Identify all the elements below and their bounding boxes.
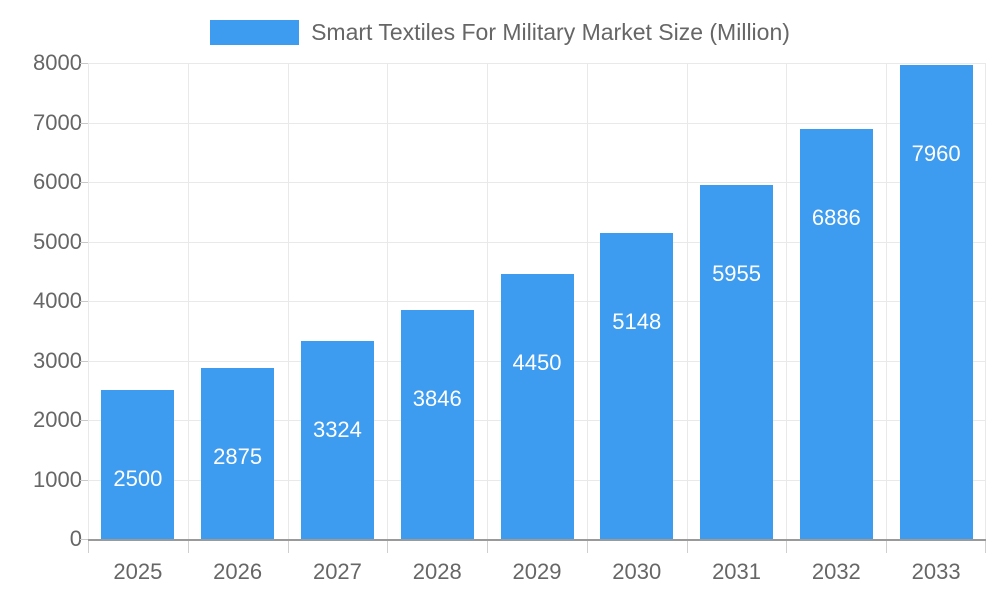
gridline-vertical bbox=[88, 63, 89, 539]
bar-value-label: 3846 bbox=[412, 386, 462, 412]
y-axis: 0 1000 2000 3000 4000 5000 6000 7000 8000 bbox=[0, 0, 88, 600]
y-axis-tick-label: 3000 bbox=[33, 347, 82, 373]
y-axis-tick-label: 8000 bbox=[33, 50, 82, 75]
gridline-horizontal bbox=[88, 241, 986, 243]
gridline-horizontal bbox=[88, 122, 986, 124]
x-axis-tick-label: 2033 bbox=[911, 559, 961, 584]
bar[interactable] bbox=[201, 367, 275, 539]
y-axis-tick-label: 6000 bbox=[33, 169, 82, 194]
x-axis-tick-mark bbox=[587, 541, 588, 553]
gridline-vertical bbox=[188, 63, 189, 539]
gridline-vertical bbox=[687, 63, 688, 539]
legend-label: Smart Textiles For Military Market Size … bbox=[311, 18, 790, 45]
y-axis-tick-label: 5000 bbox=[33, 228, 82, 254]
plot-area: 2500 2875 3324 3846 4450 5148 5955 6886 7960 bbox=[88, 63, 986, 540]
x-axis-tick-mark bbox=[88, 541, 89, 553]
y-axis-tick-label: 4000 bbox=[33, 288, 82, 313]
x-axis-tick-label: 2028 bbox=[412, 559, 462, 584]
bar-value-label: 4450 bbox=[512, 350, 562, 376]
bar[interactable] bbox=[101, 390, 175, 539]
x-axis-tick-label: 2031 bbox=[712, 559, 762, 584]
chart-legend: Smart Textiles For Military Market Size … bbox=[0, 14, 1000, 50]
gridline-vertical bbox=[587, 63, 588, 539]
x-axis-tick-label: 2026 bbox=[213, 559, 263, 584]
x-axis-tick-label: 2032 bbox=[811, 559, 861, 584]
y-axis-tick-mark bbox=[80, 301, 88, 302]
y-axis-tick-label: 7000 bbox=[33, 109, 82, 135]
x-axis-tick-mark bbox=[985, 541, 986, 553]
gridline-vertical bbox=[288, 63, 289, 539]
y-axis-tick-mark bbox=[80, 479, 88, 481]
x-axis-tick-label: 2025 bbox=[113, 559, 163, 584]
y-axis-tick-mark bbox=[80, 241, 88, 243]
gridline-vertical bbox=[985, 63, 986, 539]
x-axis-tick-mark bbox=[886, 541, 887, 553]
bar[interactable] bbox=[600, 232, 674, 539]
bar-value-label: 5148 bbox=[612, 308, 662, 334]
x-axis: 2025 2026 2027 2028 2029 2030 2031 2032 2033 bbox=[88, 541, 986, 600]
bar[interactable] bbox=[300, 341, 374, 539]
y-axis-tick-mark bbox=[80, 182, 88, 183]
y-axis-tick-mark bbox=[80, 63, 88, 64]
y-axis-tick-mark bbox=[80, 539, 88, 540]
y-axis-tick-label: 0 bbox=[69, 526, 82, 551]
y-axis-tick-label: 1000 bbox=[33, 466, 82, 492]
bar[interactable] bbox=[700, 184, 774, 539]
legend-entry[interactable]: Smart Textiles For Military Market Size … bbox=[210, 18, 790, 45]
gridline-vertical bbox=[487, 63, 488, 539]
x-axis-tick-mark bbox=[786, 541, 787, 553]
gridline-vertical bbox=[886, 63, 887, 539]
bar[interactable] bbox=[899, 65, 973, 539]
x-axis-tick-label: 2029 bbox=[512, 559, 562, 584]
gridline-vertical bbox=[387, 63, 388, 539]
bar-value-label: 6886 bbox=[811, 205, 861, 231]
gridline-vertical bbox=[786, 63, 787, 539]
y-axis-tick-mark bbox=[80, 360, 88, 362]
x-axis-tick-mark bbox=[188, 541, 189, 553]
bar-value-label: 2500 bbox=[113, 466, 163, 492]
x-axis-tick-label: 2030 bbox=[612, 559, 662, 584]
x-axis-tick-label: 2027 bbox=[312, 559, 362, 584]
x-axis-tick-mark bbox=[387, 541, 388, 553]
x-axis-tick-mark bbox=[687, 541, 688, 553]
bar[interactable] bbox=[400, 310, 474, 539]
x-axis-tick-mark bbox=[487, 541, 488, 553]
y-axis-tick-label: 2000 bbox=[33, 407, 82, 432]
bar-value-label: 5955 bbox=[712, 260, 762, 286]
x-axis-line bbox=[88, 539, 986, 541]
bar[interactable] bbox=[500, 274, 574, 539]
bar-value-label: 3324 bbox=[312, 417, 362, 443]
gridline-horizontal bbox=[88, 63, 986, 64]
bar-value-label: 7960 bbox=[911, 141, 961, 167]
bar[interactable] bbox=[799, 129, 873, 539]
x-axis-tick-mark bbox=[288, 541, 289, 553]
gridline-horizontal bbox=[88, 182, 986, 183]
y-axis-tick-mark bbox=[80, 420, 88, 421]
y-axis-tick-mark bbox=[80, 122, 88, 124]
bar-value-label: 2875 bbox=[213, 443, 263, 469]
legend-color-swatch bbox=[210, 19, 300, 45]
